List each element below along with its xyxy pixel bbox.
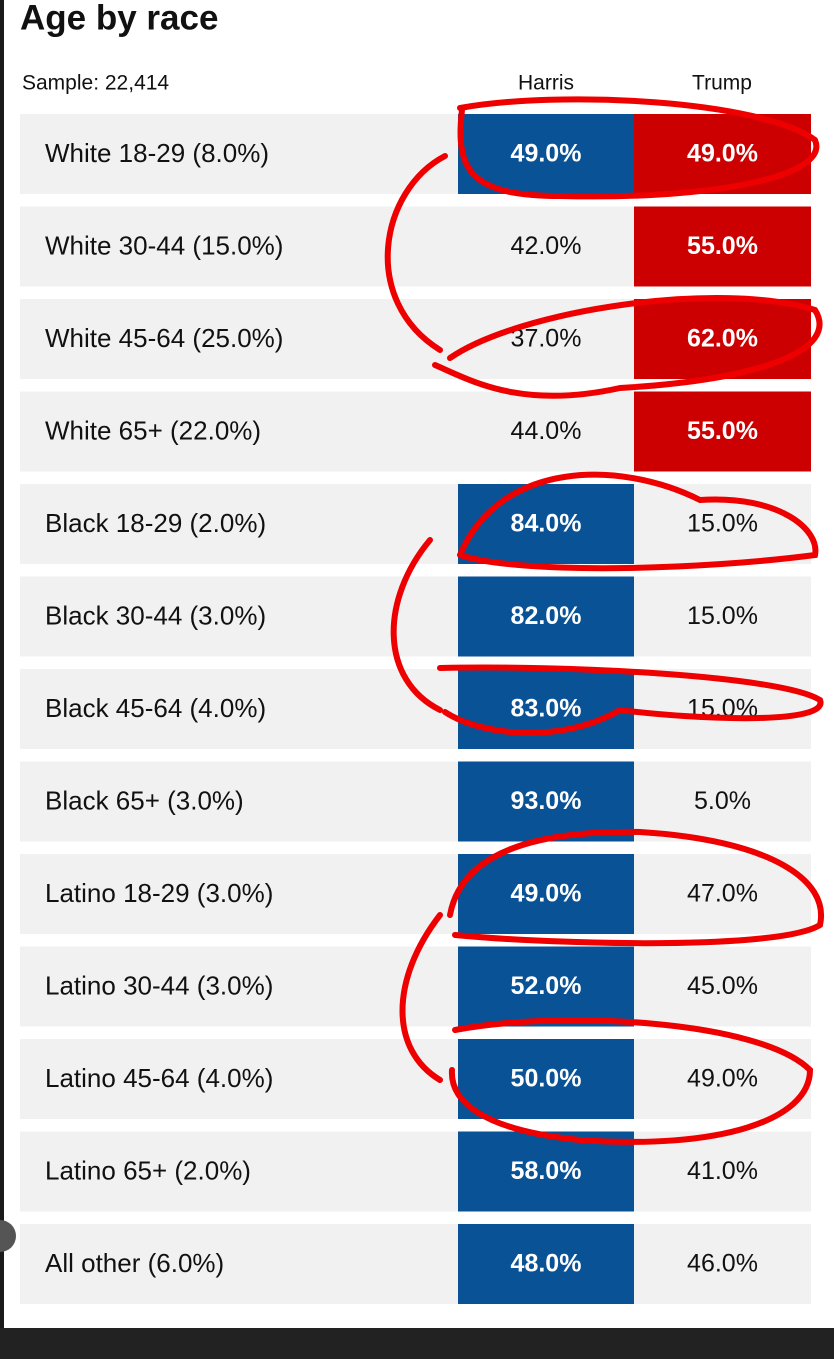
row-background [20, 669, 811, 749]
row-background [20, 1224, 811, 1304]
annotation [457, 96, 820, 200]
row-label: White 18-29 (8.0%) [45, 138, 269, 168]
column-header: Harris [518, 72, 574, 95]
cell-value: 49.0% [511, 880, 582, 908]
cell-fill [458, 669, 634, 749]
annotations [384, 96, 825, 1145]
row-label: Black 45-64 (4.0%) [45, 693, 266, 723]
row-label: White 30-44 (15.0%) [45, 230, 283, 260]
annotation [457, 471, 819, 572]
annotation [399, 912, 443, 1083]
cell-fill [458, 1224, 634, 1304]
cell-value: 44.0% [511, 417, 582, 445]
row-label: All other (6.0%) [45, 1248, 224, 1278]
column-header: Trump [692, 72, 752, 95]
cell-value: 82.0% [511, 602, 582, 630]
cell-value: 52.0% [511, 972, 582, 1000]
row-label: Black 65+ (3.0%) [45, 785, 244, 815]
row-label: Black 30-44 (3.0%) [45, 600, 266, 630]
title: Age by race [20, 0, 218, 37]
cell-fill [458, 1039, 634, 1119]
cell-fill [634, 391, 811, 472]
cell-value: 49.0% [511, 140, 582, 168]
cell-value: 58.0% [511, 1157, 582, 1185]
row-background [20, 484, 811, 564]
cell-fill [634, 206, 811, 287]
cell-fill [634, 299, 811, 379]
cell-value: 45.0% [687, 972, 758, 1000]
cell-value: 55.0% [687, 417, 758, 445]
cell-fill [458, 114, 634, 194]
row-label: Black 18-29 (2.0%) [45, 508, 266, 538]
row-background [20, 576, 811, 657]
cell-fill [458, 946, 634, 1027]
cell-value: 49.0% [687, 1065, 758, 1093]
left-edge [0, 0, 4, 1359]
row-label: White 45-64 (25.0%) [45, 323, 283, 353]
cell-value: 62.0% [687, 325, 758, 353]
row-background [20, 1131, 811, 1212]
cell-value: 50.0% [511, 1065, 582, 1093]
cell-fill [458, 1131, 634, 1212]
cell-value: 46.0% [687, 1250, 758, 1278]
annotation [447, 828, 825, 947]
table: White 18-29 (8.0%) 49.0% 49.0% White 30-44 … [20, 114, 811, 1304]
cell-fill [458, 854, 634, 934]
annotation [432, 295, 823, 399]
cell-value: 93.0% [511, 787, 582, 815]
row-label: Latino 18-29 (3.0%) [45, 878, 273, 908]
row-label: Latino 65+ (2.0%) [45, 1155, 251, 1185]
bottom-bar [0, 1328, 834, 1359]
annotation [437, 664, 824, 736]
cell-value: 84.0% [511, 510, 582, 538]
sample: Sample: 22,414 [22, 72, 169, 95]
cell-value: 15.0% [687, 602, 758, 630]
cell-value: 5.0% [694, 787, 751, 815]
cell-value: 42.0% [511, 232, 582, 260]
cell-value: 47.0% [687, 880, 758, 908]
row-label: White 65+ (22.0%) [45, 415, 261, 445]
cell-fill [458, 761, 634, 842]
row-label: Latino 45-64 (4.0%) [45, 1063, 273, 1093]
cell-value: 48.0% [511, 1250, 582, 1278]
row-background [20, 854, 811, 934]
edge-button [0, 1220, 16, 1252]
annotation [384, 153, 448, 353]
cell-value: 55.0% [687, 232, 758, 260]
cell-fill [458, 484, 634, 564]
cell-value: 15.0% [687, 510, 758, 538]
annotation [390, 537, 443, 713]
cell-value: 41.0% [687, 1157, 758, 1185]
row-background [20, 761, 811, 842]
cell-fill [458, 576, 634, 657]
cell-value: 83.0% [511, 695, 582, 723]
row-label: Latino 30-44 (3.0%) [45, 970, 273, 1000]
cell-value: 49.0% [687, 140, 758, 168]
cell-fill [634, 114, 811, 194]
annotation [448, 1017, 814, 1145]
